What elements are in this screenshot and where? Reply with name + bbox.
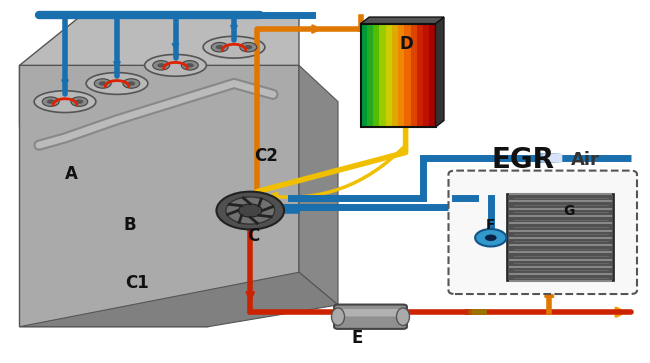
Ellipse shape <box>144 54 207 76</box>
Circle shape <box>244 45 252 49</box>
Text: E: E <box>352 329 363 347</box>
Circle shape <box>239 204 262 217</box>
Circle shape <box>216 45 224 49</box>
Polygon shape <box>411 24 417 127</box>
Text: Air: Air <box>571 151 599 169</box>
Circle shape <box>94 79 111 88</box>
Polygon shape <box>20 18 299 127</box>
Circle shape <box>47 99 55 104</box>
Text: EGR: EGR <box>492 146 554 174</box>
Text: D: D <box>399 34 413 53</box>
Circle shape <box>240 42 257 52</box>
Circle shape <box>71 97 88 106</box>
Circle shape <box>186 63 194 68</box>
Polygon shape <box>398 24 404 127</box>
Circle shape <box>226 197 274 224</box>
Text: A: A <box>65 165 78 183</box>
Circle shape <box>211 42 228 52</box>
Polygon shape <box>373 24 380 127</box>
Polygon shape <box>429 24 436 127</box>
Circle shape <box>127 81 135 86</box>
Polygon shape <box>299 65 338 305</box>
Circle shape <box>99 81 107 86</box>
Circle shape <box>153 61 170 70</box>
Circle shape <box>485 234 497 241</box>
Polygon shape <box>404 24 411 127</box>
Text: F: F <box>486 218 495 232</box>
Polygon shape <box>392 24 398 127</box>
Polygon shape <box>423 24 429 127</box>
FancyBboxPatch shape <box>448 171 637 294</box>
Polygon shape <box>417 24 423 127</box>
Ellipse shape <box>86 73 148 94</box>
Ellipse shape <box>203 36 265 58</box>
Polygon shape <box>385 24 392 127</box>
Circle shape <box>75 99 83 104</box>
Text: B: B <box>124 216 136 234</box>
Text: G: G <box>563 204 575 217</box>
Text: C2: C2 <box>255 147 278 165</box>
Circle shape <box>123 79 140 88</box>
Polygon shape <box>20 272 338 327</box>
Bar <box>507 194 614 281</box>
Polygon shape <box>361 24 367 127</box>
Polygon shape <box>20 65 299 327</box>
FancyBboxPatch shape <box>340 309 401 317</box>
Circle shape <box>157 63 165 68</box>
Circle shape <box>181 61 198 70</box>
Polygon shape <box>436 17 444 127</box>
Polygon shape <box>367 24 373 127</box>
FancyBboxPatch shape <box>334 305 407 329</box>
Ellipse shape <box>396 308 410 326</box>
Ellipse shape <box>34 91 96 113</box>
Text: C: C <box>248 227 259 245</box>
Circle shape <box>42 97 59 106</box>
Circle shape <box>475 229 506 246</box>
Text: C1: C1 <box>125 274 148 292</box>
Circle shape <box>216 192 284 229</box>
Polygon shape <box>380 24 385 127</box>
Ellipse shape <box>332 308 344 326</box>
Polygon shape <box>361 17 444 24</box>
